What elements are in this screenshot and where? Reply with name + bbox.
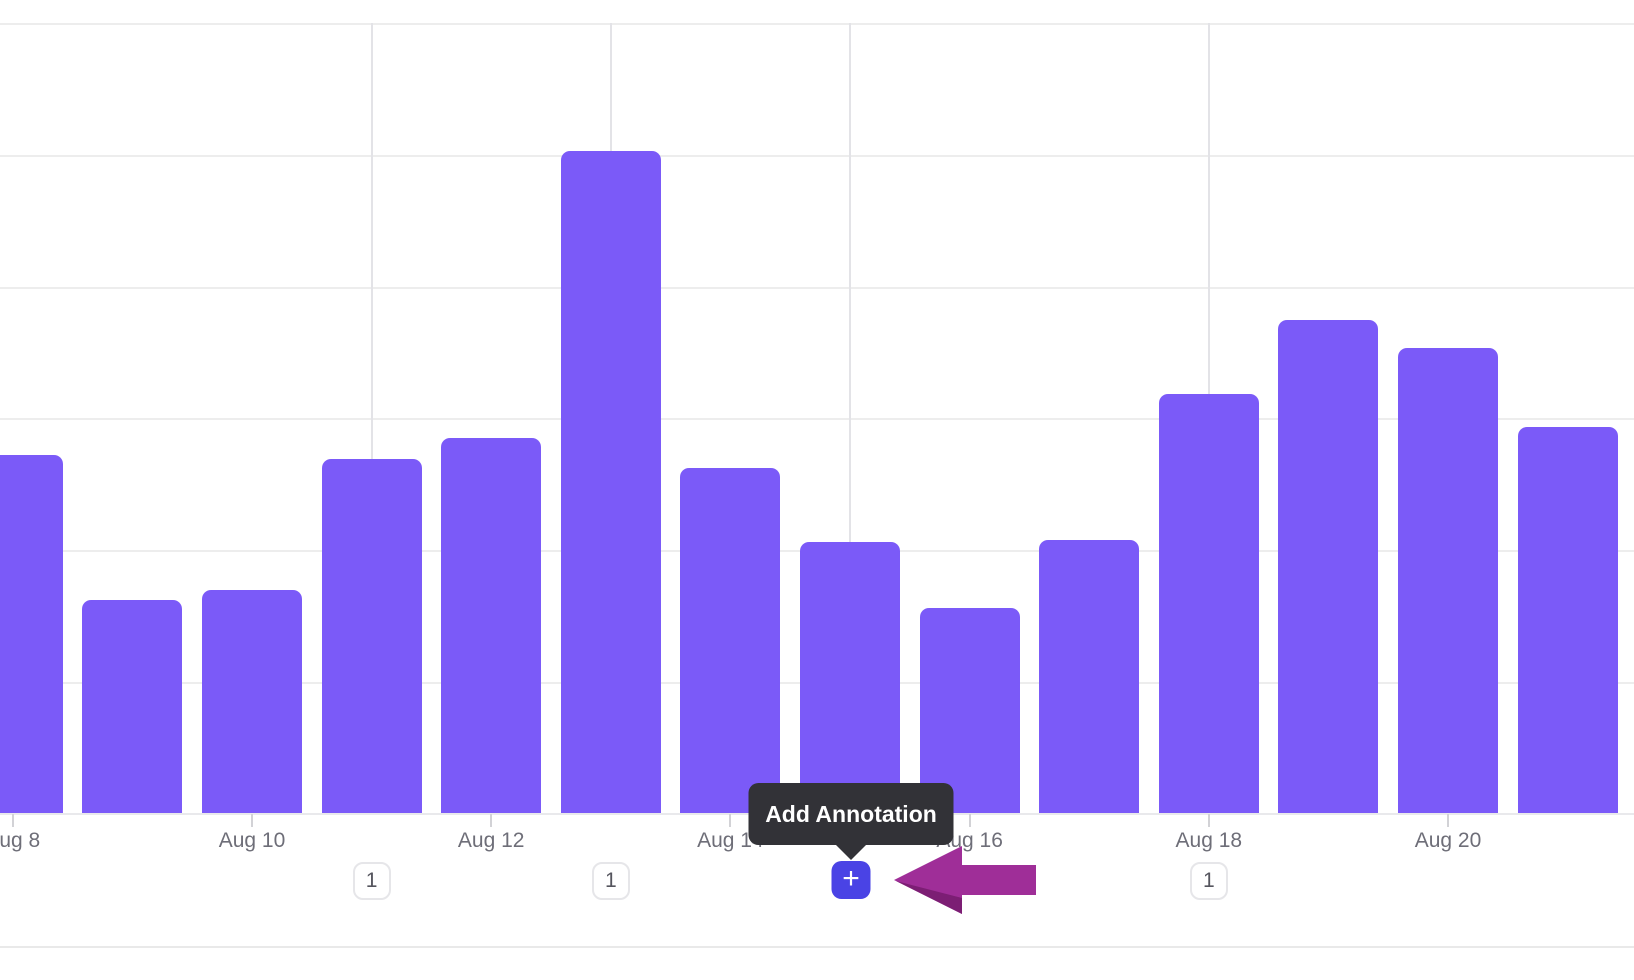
x-axis-tick [1447,814,1449,827]
x-axis-label: Aug 14 [697,829,764,852]
h-gridline [0,155,1634,157]
bar-aug-14[interactable] [680,467,781,813]
x-axis-label: Aug 18 [1175,829,1243,852]
x-axis-label: Aug 12 [457,829,525,852]
bar-aug-17[interactable] [1039,540,1140,813]
pointer-arrow-body [894,846,1036,914]
x-axis-tick [251,814,253,827]
h-gridline [0,418,1634,420]
h-gridline [0,287,1634,289]
x-axis-label: Aug 8 [0,829,41,852]
plus-icon: + [842,861,860,895]
annotation-date-line [370,23,373,813]
bar-aug-10[interactable] [202,590,302,813]
bar-aug-21[interactable] [1517,427,1618,813]
add-annotation-tooltip-label: Add Annotation [765,800,937,827]
bar-aug-8[interactable] [0,454,63,813]
x-axis-tick [490,814,493,827]
bar-aug-12[interactable] [441,437,542,813]
annotation-count-badge[interactable]: 1 [591,862,630,900]
bar-aug-19[interactable] [1278,320,1379,813]
x-axis-tick [11,814,14,827]
x-axis-tick [968,814,971,827]
add-annotation-button[interactable]: + [831,861,871,899]
annotation-count-badge[interactable]: 1 [352,862,391,900]
bar-aug-9[interactable] [82,599,183,813]
h-gridline [0,23,1634,25]
bar-aug-18[interactable] [1158,394,1259,813]
bar-aug-11[interactable] [321,458,422,813]
bar-aug-15[interactable] [800,541,900,813]
bottom-separator [0,946,1634,948]
x-axis-label: Aug 20 [1414,829,1482,852]
bar-aug-20[interactable] [1398,348,1498,813]
bar-aug-16[interactable] [919,607,1020,813]
add-annotation-tooltip: Add Annotation [748,783,954,845]
annotation-date-line [849,23,851,813]
bar-aug-13[interactable] [560,150,661,813]
tooltip-pointer [835,844,867,860]
x-axis-tick [1207,814,1210,827]
x-axis-tick [729,814,732,827]
pointer-arrow-shadow [896,881,962,914]
annotation-count-badge[interactable]: 1 [1189,862,1228,900]
x-axis-label: Aug 10 [218,829,286,852]
